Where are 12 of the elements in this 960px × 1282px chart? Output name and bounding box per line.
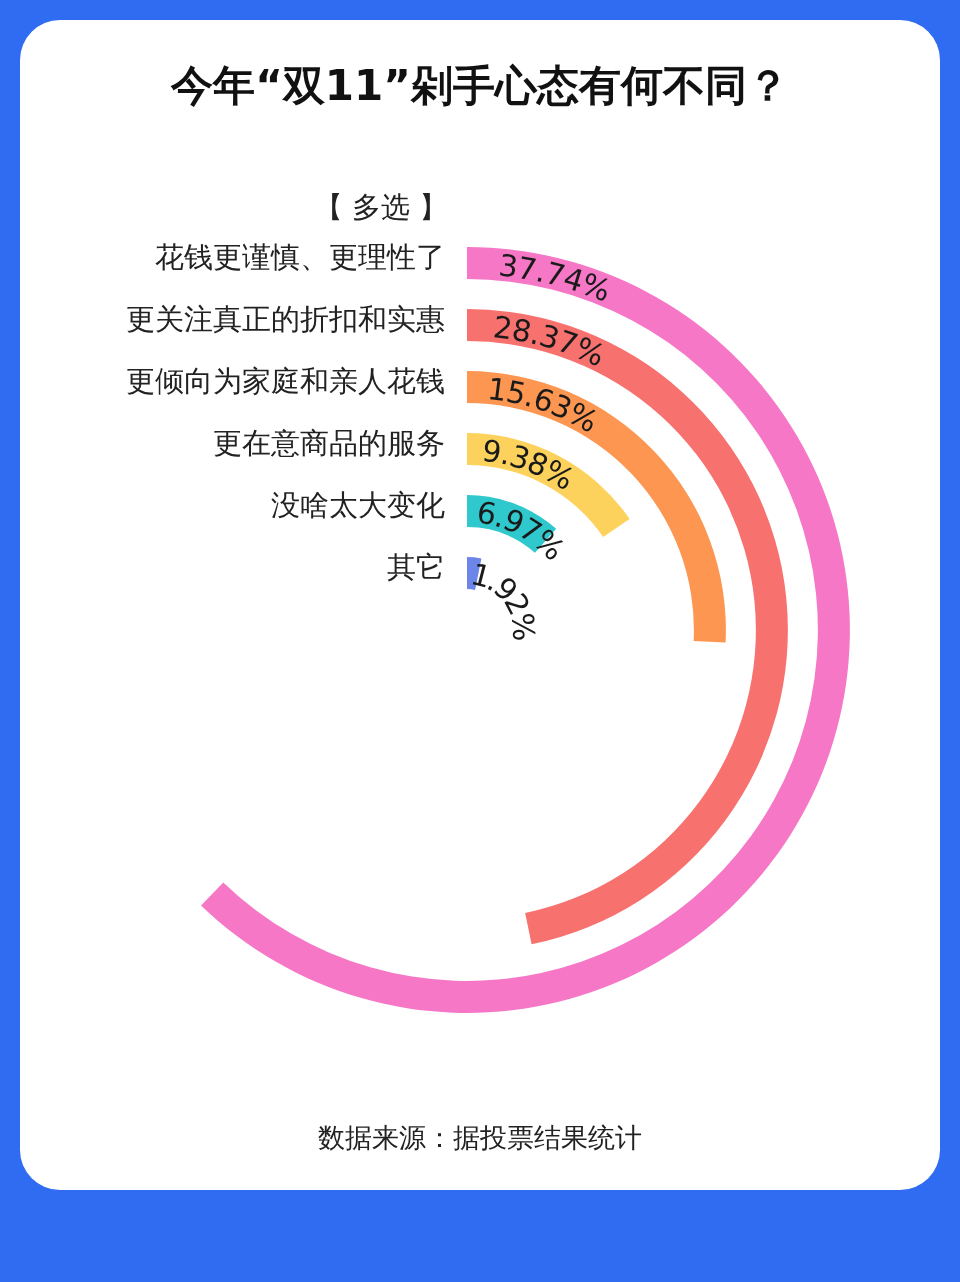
source-note: 数据来源：据投票结果统计 xyxy=(317,1121,643,1155)
category-label: 更关注真正的折扣和实惠 xyxy=(126,302,445,336)
text: 【 多选 】 xyxy=(312,189,448,226)
category-label: 没啥太大变化 xyxy=(271,488,445,522)
category-label: 更倾向为家庭和亲人花钱 xyxy=(126,364,445,398)
category-label: 其它 xyxy=(387,550,445,584)
data-label: 28.37% xyxy=(491,308,611,373)
data-label: 9.38% xyxy=(480,432,581,497)
category-label: 花钱更谨慎、更理性了 xyxy=(155,240,445,274)
text: 今年“双11”剁手心态有何不同？ xyxy=(169,60,790,112)
data-label: 37.74% xyxy=(496,247,616,309)
category-label: 更在意商品的服务 xyxy=(213,426,445,460)
